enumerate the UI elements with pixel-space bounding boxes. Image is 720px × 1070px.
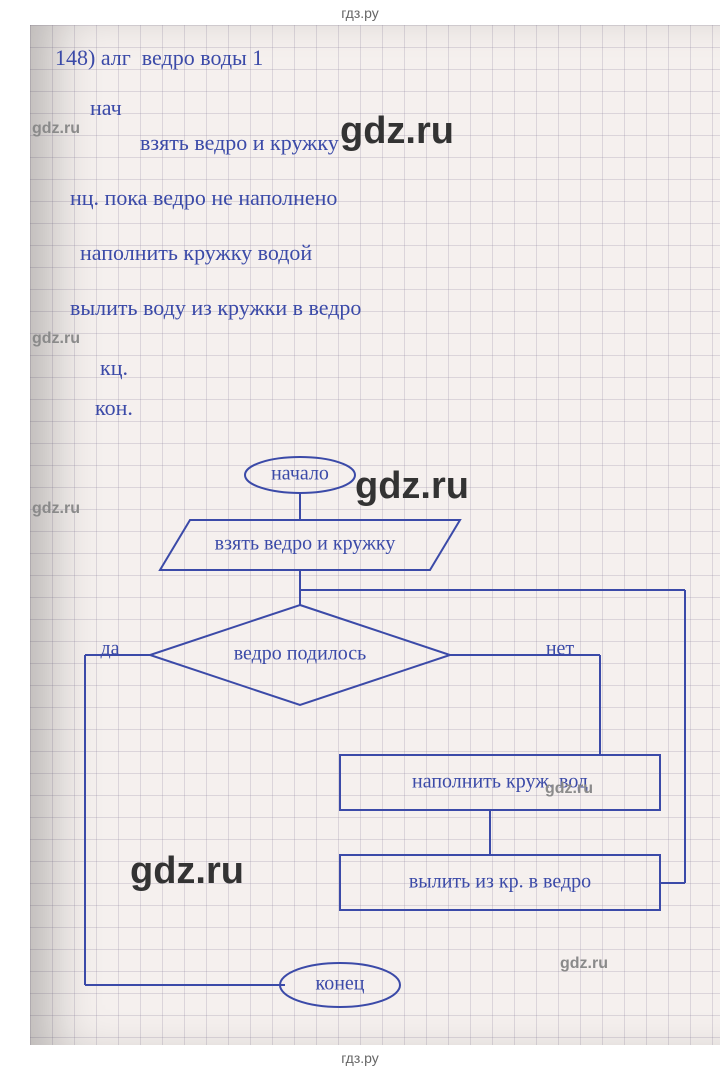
svg-text:начало: начало bbox=[271, 463, 329, 485]
svg-text:наполнить круж. вод: наполнить круж. вод bbox=[412, 771, 588, 793]
hw-line-5: наполнить кружку водой bbox=[80, 240, 312, 266]
svg-text:взять ведро и кружку: взять ведро и кружку bbox=[215, 533, 396, 555]
footer-site: гдз.ру bbox=[341, 1050, 379, 1066]
hw-line-1: 148) алг ведро воды 1 bbox=[55, 45, 263, 71]
header-site: гдз.ру bbox=[341, 5, 379, 21]
flowchart: начало взять ведро и кружку ведро подилось… bbox=[40, 455, 700, 1030]
svg-text:конец: конец bbox=[316, 973, 365, 995]
header-band: гдз.ру bbox=[0, 0, 720, 25]
hw-line-2: нач bbox=[90, 95, 122, 121]
hw-line-6: вылить воду из кружки в ведро bbox=[70, 295, 361, 321]
svg-text:нет: нет bbox=[546, 638, 575, 660]
hw-line-8: кон. bbox=[95, 395, 133, 421]
svg-text:ведро подилось: ведро подилось bbox=[234, 643, 367, 665]
footer-band: гдз.ру bbox=[0, 1045, 720, 1070]
svg-text:вылить из кр. в ведро: вылить из кр. в ведро bbox=[409, 871, 591, 893]
svg-text:да: да bbox=[100, 638, 119, 660]
hw-line-3: взять ведро и кружку bbox=[140, 130, 339, 156]
page-root: гдз.ру 148) алг ведро воды 1 нач взять в… bbox=[0, 0, 720, 1070]
hw-line-4: нц. пока ведро не наполнено bbox=[70, 185, 337, 211]
hw-line-7: кц. bbox=[100, 355, 128, 381]
